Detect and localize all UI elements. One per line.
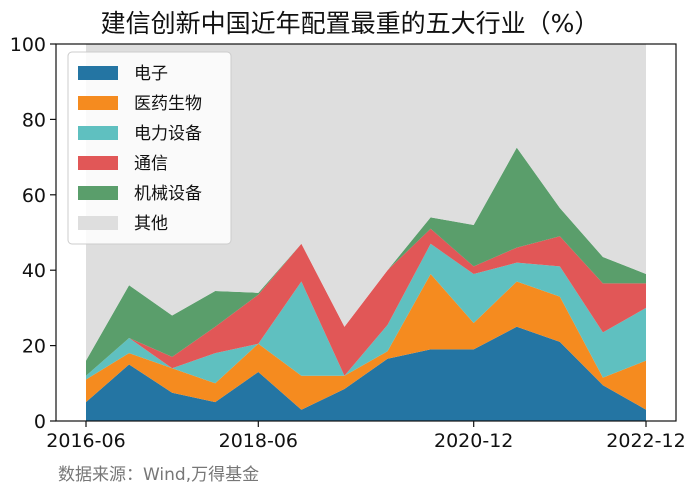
chart-title: 建信创新中国近年配置最重的五大行业（%） (100, 9, 600, 38)
x-tick-label: 2020-12 (434, 430, 513, 452)
source-note: 数据来源：Wind,万得基金 (58, 465, 260, 485)
series-area-5 (86, 147, 646, 376)
y-tick-label: 0 (34, 411, 46, 433)
legend-label-1: 电子 (134, 64, 168, 84)
y-tick-label: 80 (22, 109, 46, 131)
legend-swatch-2 (78, 96, 118, 110)
plot-frame (55, 43, 677, 422)
x-tick-label: 2018-06 (219, 430, 298, 452)
y-tick-label: 100 (10, 34, 46, 56)
y-tick-label: 60 (22, 185, 46, 207)
legend-label-2: 医药生物 (134, 94, 202, 114)
legend-swatch-6 (78, 216, 118, 230)
legend-label-3: 电力设备 (134, 124, 202, 144)
y-tick-label: 20 (22, 336, 46, 358)
legend-swatch-5 (78, 186, 118, 200)
x-tick-label: 2016-06 (46, 430, 125, 452)
y-tick-label: 40 (22, 260, 46, 282)
x-tick-label: 2022-12 (606, 430, 685, 452)
legend-swatch-4 (78, 156, 118, 170)
series-area-4 (86, 228, 646, 376)
legend-label-6: 其他 (134, 214, 168, 234)
series-area-3 (86, 243, 646, 384)
legend-swatch-3 (78, 126, 118, 140)
series-area-2 (86, 273, 646, 410)
legend-label-4: 通信 (134, 154, 168, 174)
legend-swatch-1 (78, 66, 118, 80)
legend-label-5: 机械设备 (134, 184, 202, 204)
